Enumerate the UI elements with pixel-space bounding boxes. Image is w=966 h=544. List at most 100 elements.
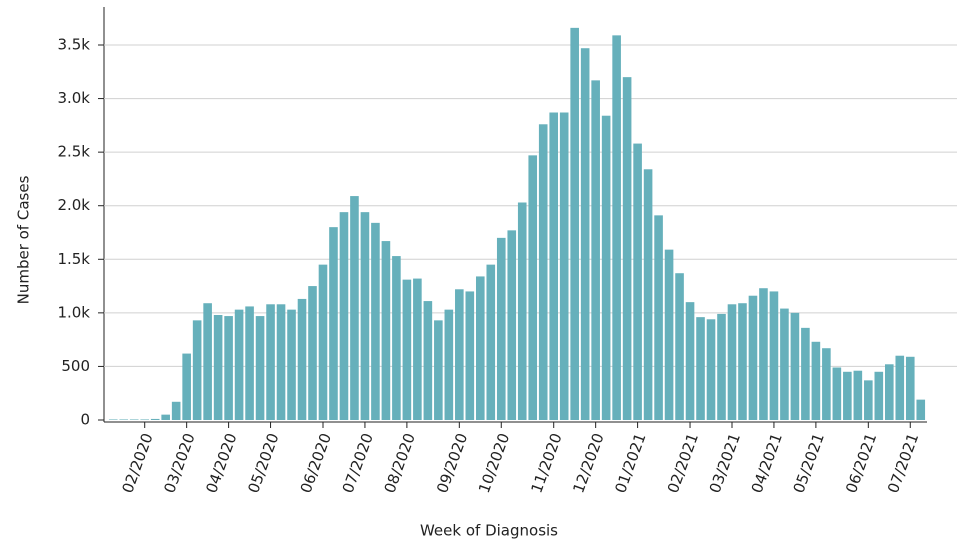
bar (780, 308, 789, 420)
bar (507, 230, 517, 420)
bar (434, 320, 443, 420)
bar (360, 212, 370, 420)
x-tick-label: 05/2021 (790, 431, 828, 496)
bar (276, 304, 286, 420)
bar (371, 222, 380, 420)
bar (528, 155, 538, 420)
x-tick-label: 03/2020 (160, 431, 198, 496)
bar (591, 80, 600, 420)
bar (822, 348, 831, 420)
bar (612, 35, 621, 420)
bar (486, 264, 496, 420)
x-tick-label: 12/2020 (569, 431, 607, 496)
bar (843, 371, 852, 420)
x-tick-label: 03/2021 (706, 431, 744, 496)
bar (916, 399, 926, 420)
bar (381, 241, 391, 420)
bar (297, 298, 307, 420)
bar (570, 27, 579, 420)
bar (224, 316, 233, 420)
x-tick-label: 10/2020 (475, 431, 513, 496)
bar (496, 237, 506, 420)
bar (853, 370, 863, 420)
bar (140, 419, 150, 420)
y-axis-title: Number of Cases (15, 175, 33, 304)
bar (801, 327, 810, 420)
bar (150, 418, 160, 420)
bar (811, 341, 821, 420)
y-tick-label: 2.5k (57, 143, 90, 161)
bar (759, 288, 768, 420)
bar (622, 77, 632, 421)
x-tick-label: 04/2020 (202, 431, 240, 496)
bar (790, 312, 800, 420)
bar (203, 303, 212, 420)
bar (213, 315, 223, 420)
bar (580, 48, 590, 420)
bar (905, 356, 915, 420)
bar (727, 304, 737, 420)
x-tick-label: 06/2021 (842, 431, 880, 496)
bar (329, 227, 338, 420)
bar (287, 309, 296, 420)
bar (675, 273, 684, 420)
bar (738, 303, 747, 420)
bar (717, 313, 726, 420)
x-tick-label: 11/2020 (527, 431, 565, 496)
x-tick-label: 01/2021 (611, 431, 649, 496)
bar (706, 319, 716, 420)
bar (895, 355, 905, 420)
x-tick-label: 09/2020 (433, 431, 471, 496)
bar (769, 291, 779, 420)
y-tick-label: 1.5k (57, 250, 90, 268)
y-tick-label: 3.5k (57, 36, 90, 54)
bar (413, 278, 422, 420)
y-tick-label: 2.0k (57, 196, 90, 214)
bar (884, 364, 894, 420)
bar (874, 371, 884, 420)
y-tick-label: 1.0k (57, 303, 90, 321)
bar (245, 306, 254, 420)
bar (601, 115, 611, 420)
x-tick-label: 02/2021 (664, 431, 702, 496)
bar (192, 320, 202, 420)
y-tick-label: 500 (61, 357, 90, 375)
bar (171, 401, 181, 420)
bar (108, 419, 118, 420)
bar (517, 202, 527, 420)
x-tick-label: 07/2021 (884, 431, 922, 496)
x-axis-title: Week of Diagnosis (420, 522, 558, 540)
bar (402, 279, 412, 420)
x-tick-label: 08/2020 (381, 431, 419, 496)
bar (475, 276, 485, 420)
bar (549, 112, 559, 420)
bar (538, 124, 548, 421)
bar (339, 212, 349, 420)
bar (318, 264, 328, 420)
bar (685, 302, 695, 420)
bar (633, 143, 642, 421)
bar (119, 419, 129, 420)
bar (832, 367, 842, 420)
bar (664, 249, 674, 420)
bar (559, 112, 569, 420)
x-tick-label: 07/2020 (339, 431, 377, 496)
bar (748, 295, 758, 420)
x-tick-label: 06/2020 (297, 431, 335, 496)
bar (654, 215, 663, 420)
x-tick-label: 04/2021 (748, 431, 786, 496)
bar (350, 196, 359, 420)
bar (696, 317, 705, 420)
bar (308, 286, 317, 420)
bar (455, 289, 464, 420)
x-tick-label: 02/2020 (118, 431, 156, 496)
bar (465, 291, 475, 420)
bar (864, 380, 873, 420)
bar (161, 414, 170, 420)
bar (423, 301, 433, 420)
x-tick-label: 05/2020 (244, 431, 282, 496)
bar (234, 309, 244, 420)
bar (444, 309, 454, 420)
bar (182, 353, 191, 420)
